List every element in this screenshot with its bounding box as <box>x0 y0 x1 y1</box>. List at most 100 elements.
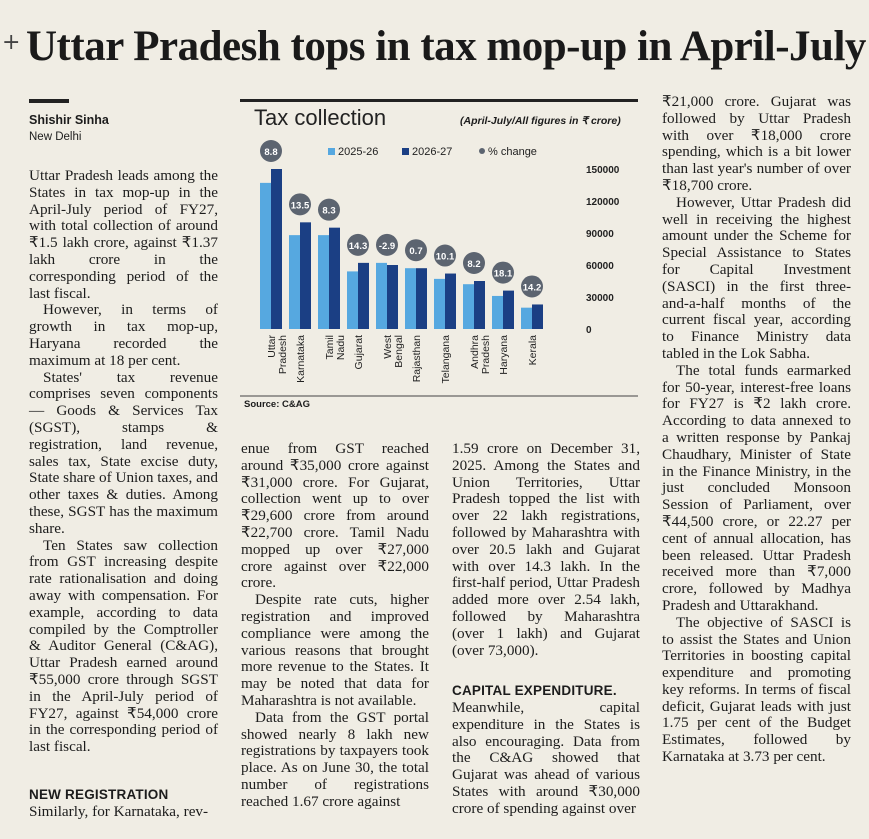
bar-2025-26 <box>318 235 329 329</box>
bar-2025-26 <box>463 284 474 329</box>
chart-note: (April-July/All figures in ₹ crore) <box>460 115 621 127</box>
bar-2026-27 <box>300 222 311 329</box>
category-label-line: Kerala <box>527 335 539 366</box>
column-2: enue from GST reached around ₹35,000 cro… <box>241 440 429 811</box>
category-label: WestBengal <box>382 335 405 368</box>
bar-2025-26 <box>405 268 416 329</box>
bar-2026-27 <box>416 268 427 329</box>
y-tick-label: 0 <box>586 325 592 336</box>
bar-2025-26 <box>521 307 532 329</box>
paragraph: Despite rate cuts, higher registration a… <box>241 591 429 709</box>
y-tick-label: 30000 <box>586 293 614 304</box>
bar-2026-27 <box>329 227 340 329</box>
change-bubble <box>405 239 427 262</box>
change-label: 13.5 <box>291 200 310 211</box>
paragraph: 1.59 crore on December 31, 2025. Among t… <box>452 440 640 659</box>
category-label-line: Nadu <box>335 335 347 360</box>
bar-2026-27 <box>358 262 369 329</box>
y-tick-label: 60000 <box>586 261 614 272</box>
bar-2026-27 <box>445 273 456 329</box>
category-label: Haryana <box>498 335 510 375</box>
category-label: Gujarat <box>353 335 365 370</box>
bar-2026-27 <box>387 265 398 329</box>
chart-source: Source: C&AG <box>244 399 310 410</box>
paragraph: States' tax revenue comprises seven comp… <box>29 368 218 537</box>
change-label: 8.8 <box>264 147 277 158</box>
subhead-capital-expenditure: CAPITAL EXPENDITURE. <box>452 683 617 698</box>
y-tick-label: 150000 <box>586 165 620 176</box>
tax-collection-chart: Tax collection (April-July/All figures i… <box>240 99 638 414</box>
change-bubble <box>318 198 340 221</box>
category-label: Rajasthan <box>411 335 423 382</box>
change-bubble <box>260 140 282 162</box>
chart-top-rule <box>240 99 638 102</box>
paragraph: ₹21,000 crore. Gujarat was followed by U… <box>662 93 851 194</box>
bar-2026-27 <box>532 304 543 329</box>
category-label-line: Gujarat <box>353 335 365 370</box>
category-label-line: Haryana <box>498 335 510 375</box>
byline-rule <box>29 99 69 103</box>
change-bubble <box>492 261 514 284</box>
column-1-tail: Similarly, for Karnataka, rev- <box>29 803 218 821</box>
column-1: Uttar Pradesh leads among the States in … <box>29 167 218 756</box>
author-name: Shishir Sinha <box>29 113 109 127</box>
paragraph: Similarly, for Karnataka, rev- <box>29 803 209 820</box>
bar-2026-27 <box>474 281 485 329</box>
category-label: AndhraPradesh <box>469 335 492 374</box>
legend-swatch <box>479 148 485 154</box>
y-tick-label: 90000 <box>586 229 614 240</box>
change-bubble <box>521 275 543 298</box>
legend-label: 2026-27 <box>412 146 452 158</box>
paragraph: Ten States saw collection from GST incre… <box>29 536 218 756</box>
category-label-line: West <box>382 335 394 359</box>
paragraph: However, in terms of growth in tax mop-u… <box>29 301 218 369</box>
column-3-tail: Meanwhile, capital expenditure in the St… <box>452 699 640 818</box>
category-label-line: Pradesh <box>277 335 289 374</box>
paragraph: Uttar Pradesh leads among the States in … <box>29 167 218 302</box>
dateline-place: New Delhi <box>29 131 82 143</box>
category-label-line: Andhra <box>469 335 481 369</box>
headline: + Uttar Pradesh tops in tax mop-up in Ap… <box>0 22 869 82</box>
paragraph: The total funds earmarked for 50-year, i… <box>662 361 851 614</box>
change-label: 14.3 <box>349 241 368 252</box>
change-label: 8.3 <box>322 206 335 217</box>
paragraph: enue from GST reached around ₹35,000 cro… <box>241 440 429 592</box>
paragraph: Meanwhile, capital expenditure in the St… <box>452 699 640 817</box>
column-4: ₹21,000 crore. Gujarat was followed by U… <box>662 93 851 766</box>
bar-2025-26 <box>434 278 445 329</box>
plus-marker: + <box>2 30 21 55</box>
category-label: Karnataka <box>295 335 307 383</box>
change-label: -2.9 <box>379 241 395 252</box>
category-label-line: Rajasthan <box>411 335 423 382</box>
bar-2025-26 <box>376 262 387 329</box>
y-tick-label: 120000 <box>586 197 620 208</box>
paragraph: However, Uttar Pradesh did well in recei… <box>662 193 851 362</box>
subhead-new-registration: NEW REGISTRATION <box>29 787 169 802</box>
headline-title: Uttar Pradesh tops in tax mop-up in Apri… <box>26 23 866 70</box>
change-bubble <box>434 244 456 267</box>
change-label: 0.7 <box>409 246 422 257</box>
change-bubble <box>376 233 398 256</box>
change-label: 18.1 <box>494 269 513 280</box>
bar-2025-26 <box>289 235 300 329</box>
change-label: 14.2 <box>523 282 542 293</box>
category-label: TamilNadu <box>324 335 347 360</box>
bar-2026-27 <box>503 290 514 329</box>
paragraph: The objective of SASCI is to assist the … <box>662 613 851 766</box>
bar-2025-26 <box>492 295 503 329</box>
category-label-line: Pradesh <box>480 335 492 374</box>
legend-label: % change <box>488 146 537 158</box>
paragraph: Data from the GST portal showed nearly 8… <box>241 708 429 810</box>
category-label: Kerala <box>527 335 539 366</box>
change-label: 8.2 <box>467 259 480 270</box>
category-label: UttarPradesh <box>266 335 289 375</box>
bar-2025-26 <box>347 271 358 329</box>
legend-label: 2025-26 <box>338 146 378 158</box>
bar-2026-27 <box>271 169 282 329</box>
change-bubble <box>347 233 369 256</box>
category-label-line: Telangana <box>440 335 452 384</box>
category-label-line: Bengal <box>393 335 405 368</box>
category-label-line: Uttar <box>266 335 278 358</box>
category-label: Telangana <box>440 335 452 384</box>
legend-swatch <box>402 148 409 155</box>
